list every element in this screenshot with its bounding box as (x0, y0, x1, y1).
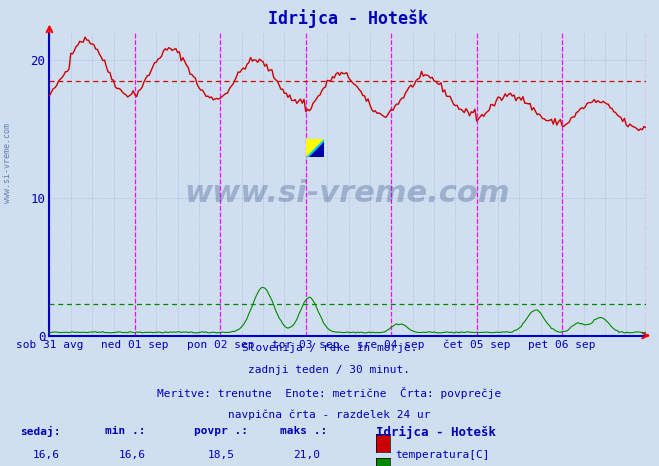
Text: povpr .:: povpr .: (194, 426, 248, 436)
Polygon shape (310, 142, 324, 157)
Text: sedaj:: sedaj: (20, 426, 60, 438)
Text: www.si-vreme.com: www.si-vreme.com (3, 123, 13, 203)
Title: Idrijca - Hotešk: Idrijca - Hotešk (268, 9, 428, 28)
Polygon shape (306, 138, 324, 157)
Text: 18,5: 18,5 (208, 450, 235, 459)
Text: 21,0: 21,0 (293, 450, 320, 459)
Text: Slovenija / reke in morje.: Slovenija / reke in morje. (242, 343, 417, 352)
Text: navpična črta - razdelek 24 ur: navpična črta - razdelek 24 ur (228, 410, 431, 420)
Polygon shape (306, 138, 324, 157)
Text: maks .:: maks .: (280, 426, 328, 436)
Text: temperatura[C]: temperatura[C] (395, 450, 490, 459)
Text: 16,6: 16,6 (119, 450, 146, 459)
Text: 16,6: 16,6 (33, 450, 60, 459)
Text: Idrijca - Hotešk: Idrijca - Hotešk (376, 426, 496, 439)
Text: Meritve: trenutne  Enote: metrične  Črta: povprečje: Meritve: trenutne Enote: metrične Črta: … (158, 387, 501, 399)
Text: min .:: min .: (105, 426, 146, 436)
Text: www.si-vreme.com: www.si-vreme.com (185, 178, 511, 208)
Text: zadnji teden / 30 minut.: zadnji teden / 30 minut. (248, 365, 411, 375)
